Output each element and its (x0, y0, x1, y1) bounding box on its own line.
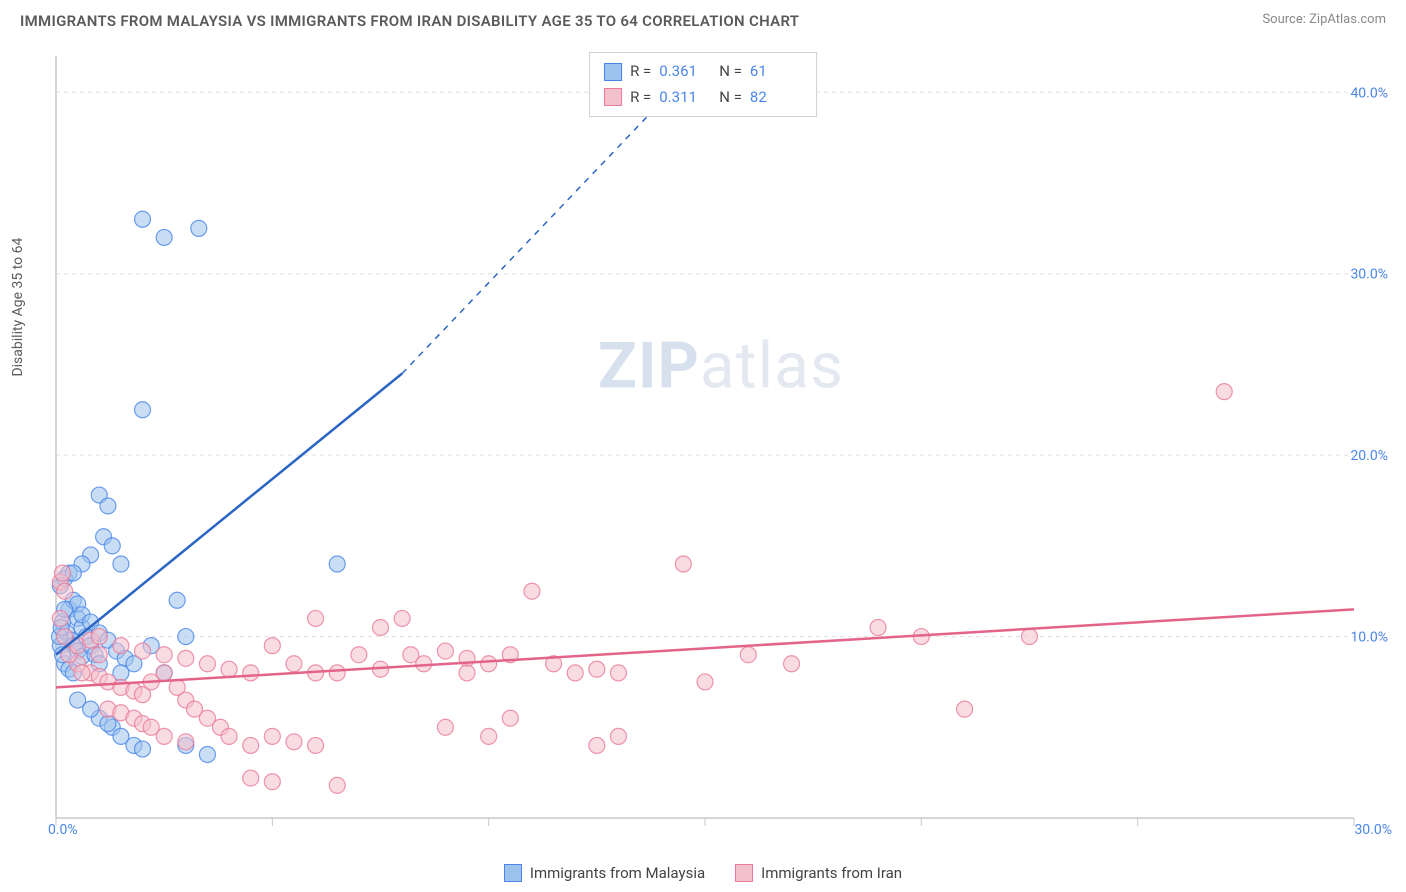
y-axis-label: Disability Age 35 to 64 (10, 238, 26, 377)
stats-row-iran: R = 0.311 N = 82 (604, 85, 802, 111)
n-label: N = (719, 59, 742, 85)
source-name: ZipAtlas.com (1309, 12, 1386, 27)
r-value-iran: 0.311 (659, 85, 711, 111)
svg-text:10.0%: 10.0% (1350, 630, 1388, 646)
x-axis-min-label: 0.0% (48, 822, 78, 838)
svg-text:40.0%: 40.0% (1350, 85, 1388, 101)
svg-text:20.0%: 20.0% (1350, 448, 1388, 464)
stats-row-malaysia: R = 0.361 N = 61 (604, 59, 802, 85)
swatch-iran (604, 88, 622, 106)
chart-legend: Immigrants from Malaysia Immigrants from… (0, 864, 1406, 882)
source-attribution: Source: ZipAtlas.com (1262, 12, 1386, 27)
legend-swatch-malaysia (504, 864, 522, 882)
r-label: R = (630, 85, 651, 111)
legend-label-iran: Immigrants from Iran (761, 864, 902, 882)
source-label: Source: (1262, 12, 1305, 27)
chart-area: Disability Age 35 to 64 10.0%20.0%30.0%4… (48, 48, 1394, 844)
n-label: N = (719, 85, 742, 111)
r-label: R = (630, 59, 651, 85)
x-axis-max-label: 30.0% (1354, 822, 1392, 838)
legend-item-malaysia: Immigrants from Malaysia (504, 864, 705, 882)
r-value-malaysia: 0.361 (659, 59, 711, 85)
legend-swatch-iran (735, 864, 753, 882)
chart-title: IMMIGRANTS FROM MALAYSIA VS IMMIGRANTS F… (20, 12, 799, 30)
swatch-malaysia (604, 63, 622, 81)
legend-label-malaysia: Immigrants from Malaysia (530, 864, 705, 882)
n-value-iran: 82 (750, 85, 802, 111)
legend-item-iran: Immigrants from Iran (735, 864, 902, 882)
n-value-malaysia: 61 (750, 59, 802, 85)
correlation-stats-box: R = 0.361 N = 61 R = 0.311 N = 82 (589, 52, 817, 117)
scatter-plot-svg: 10.0% 20.0% 30.0% 40.0% (48, 48, 1394, 844)
svg-text:30.0%: 30.0% (1350, 267, 1388, 283)
